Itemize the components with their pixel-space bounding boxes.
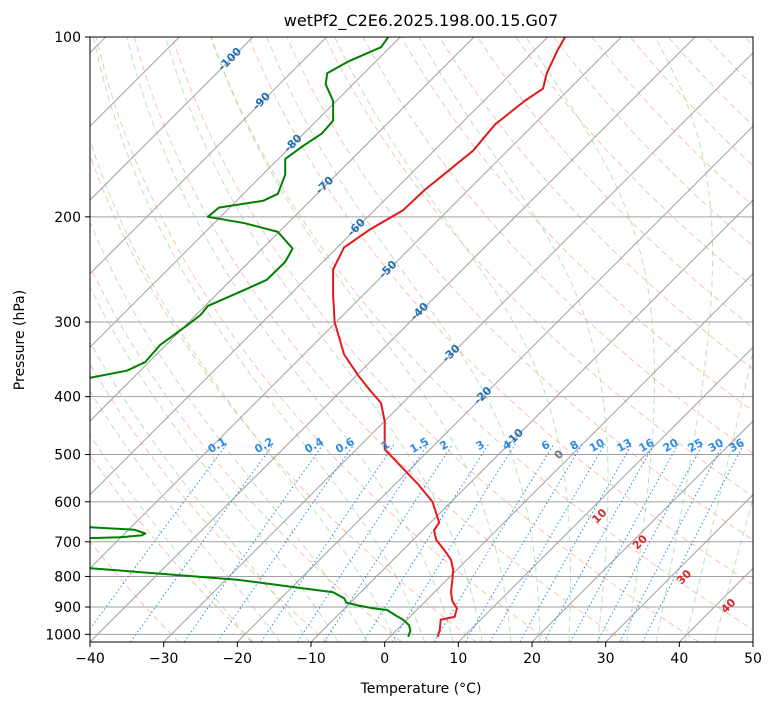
- moist-adiabat-line: [90, 389, 281, 642]
- x-axis: −40 −30 −20 −10 0 10 20 30 40 50: [75, 642, 762, 667]
- y-axis-label: Pressure (hPa): [12, 290, 28, 390]
- moist-adiabat-line: [525, 37, 655, 642]
- dry-adiabat-line: [477, 37, 753, 329]
- y-tick-label: 900: [54, 600, 81, 616]
- x-tick-label: −40: [75, 651, 105, 667]
- y-tick-label: 100: [54, 30, 81, 46]
- dry-adiabat-line: [90, 265, 403, 642]
- x-tick-label: 20: [523, 651, 541, 667]
- chart-title: wetPf2_C2E6.2025.198.00.15.G07: [284, 11, 558, 31]
- mixing-ratio-line: [391, 443, 516, 642]
- mixing-ratio-line: [183, 443, 324, 642]
- y-tick-label: 600: [54, 495, 81, 511]
- dry-adiabat-line: [90, 154, 477, 642]
- mixing-ratio-line: [130, 443, 275, 642]
- x-tick-label: 0: [380, 651, 389, 667]
- plot-frame: [89, 36, 754, 643]
- dry-adiabat-line: [324, 37, 753, 498]
- isotherm-line: [90, 37, 254, 201]
- moist-adiabat-line: [90, 220, 368, 642]
- isotherm-line: [457, 346, 753, 642]
- y-tick-label: 300: [54, 315, 81, 331]
- dry-adiabat-line: [400, 37, 753, 412]
- isotherm-line: [90, 37, 401, 349]
- isotherm-line: [90, 37, 549, 496]
- isotherm-line: [90, 37, 622, 570]
- dry-adiabat-line: [171, 37, 700, 642]
- moist-adiabat-line: [126, 37, 454, 642]
- y-tick-label: 800: [54, 569, 81, 585]
- isotherm-line: [531, 420, 753, 642]
- dewpoint-profile-line: [90, 567, 412, 638]
- dry-adiabat-line: [515, 37, 753, 288]
- dry-adiabat-line: [95, 37, 551, 642]
- dewpoint-profile-line: [90, 526, 147, 540]
- dry-adiabat-line: [362, 37, 753, 455]
- isotherm-line: [236, 125, 753, 642]
- isotherm-line: [752, 641, 753, 642]
- moist-adiabat-line: [90, 434, 252, 642]
- mixing-ratio-line: [489, 443, 606, 642]
- dry-adiabat-line: [286, 37, 753, 541]
- x-tick-label: 40: [670, 651, 688, 667]
- isotherm-line: [310, 199, 753, 642]
- moist-adiabat-line: [684, 349, 753, 642]
- temperature-profile-line: [332, 37, 566, 638]
- dry-adiabat-line: [210, 37, 753, 631]
- dry-adiabat-line: [90, 453, 254, 642]
- mixing-ratio-line: [519, 443, 633, 642]
- isotherm-line: [163, 51, 753, 642]
- isotherm-line: [605, 493, 753, 642]
- mixing-ratio-line: [323, 443, 454, 642]
- x-tick-label: −10: [296, 651, 326, 667]
- isotherm-line: [90, 37, 475, 422]
- moist-adiabat-line: [418, 37, 609, 642]
- x-tick-label: −20: [223, 651, 253, 667]
- moist-adiabat-line: [90, 340, 310, 642]
- dry-adiabat-line: [438, 37, 753, 370]
- isotherm-line: [90, 37, 696, 642]
- y-tick-label: 700: [54, 535, 81, 551]
- mixing-ratio-line: [216, 443, 355, 642]
- profile-layer: [90, 37, 566, 638]
- dry-adiabat-line: [90, 363, 328, 642]
- moist-adiabat-line: [334, 37, 571, 642]
- y-tick-label: 1000: [45, 627, 81, 643]
- moist-adiabat-line: [93, 37, 426, 642]
- mixing-ratio-line: [362, 443, 490, 642]
- moist-adiabat-line: [210, 37, 512, 642]
- y-tick-label: 500: [54, 448, 81, 464]
- mixing-ratio-line: [464, 443, 583, 642]
- moist-adiabat-line: [165, 37, 483, 642]
- mixing-ratio-line: [297, 443, 429, 642]
- mixing-ratio-line: [260, 443, 396, 642]
- x-tick-label: 10: [449, 651, 467, 667]
- moist-adiabat-line: [90, 285, 339, 642]
- x-tick-label: −30: [149, 651, 179, 667]
- y-axis: 100 200 300 400 500 600 700 800 900 1000: [45, 30, 90, 643]
- y-tick-label: 400: [54, 390, 81, 406]
- isotherm-line: [90, 37, 328, 275]
- x-axis-label: Temperature (°C): [360, 681, 482, 697]
- dewpoint-profile-line: [90, 37, 390, 379]
- plot-background: [90, 37, 753, 642]
- moist-adiabat-line: [266, 37, 541, 642]
- y-tick-label: 200: [54, 210, 81, 226]
- isotherm-line: [384, 272, 753, 642]
- dry-adiabat-line: [133, 37, 625, 642]
- dry-adiabat-line: [248, 37, 753, 586]
- moist-adiabat-line: [714, 497, 753, 642]
- moist-adiabat-line: [654, 37, 714, 642]
- mixing-ratio-line: [596, 443, 704, 642]
- x-tick-label: 30: [597, 651, 615, 667]
- x-tick-label: 50: [744, 651, 762, 667]
- background-lines: [90, 37, 753, 642]
